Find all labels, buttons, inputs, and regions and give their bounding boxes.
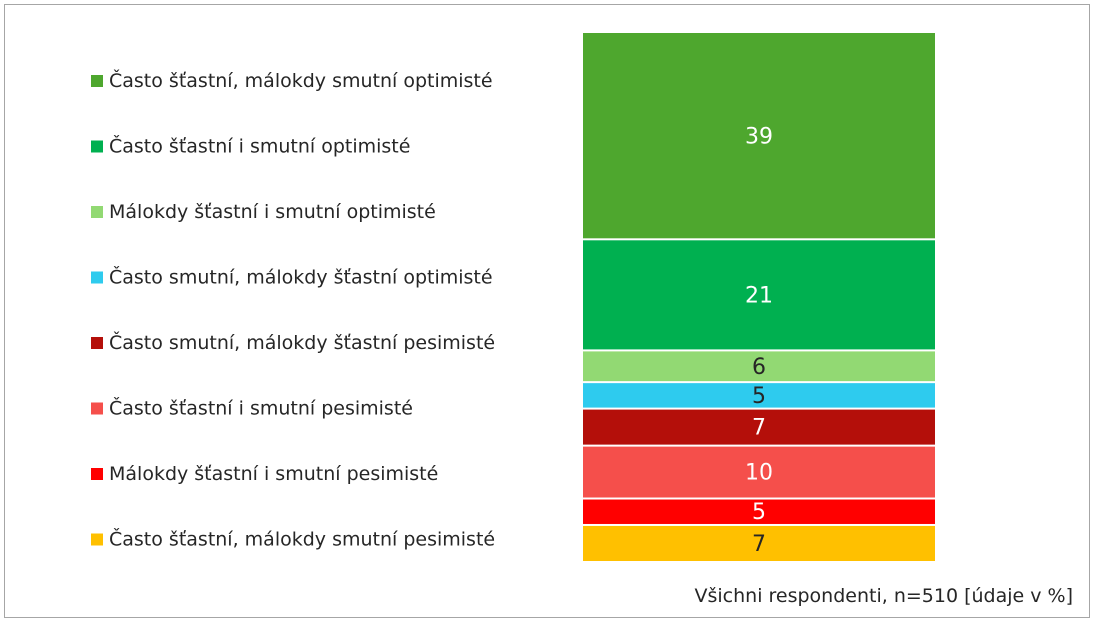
legend-swatch-3: [91, 206, 103, 218]
bar-segment-8: [583, 525, 935, 561]
bar-segment-6: [583, 446, 935, 498]
legend-swatch-1: [91, 75, 103, 87]
legend-label-1: Často šťastní, málokdy smutní optimisté: [109, 68, 493, 92]
legend-label-3: Málokdy šťastní i smutní optimisté: [109, 201, 436, 223]
legend: Často šťastní, málokdy smutní optimisté Č…: [91, 68, 495, 551]
legend-swatch-2: [91, 140, 103, 153]
bar-segment-2: [583, 240, 935, 350]
bar-segment-5: [583, 409, 935, 445]
bar-segment-7: [583, 499, 935, 524]
legend-swatch-5: [91, 337, 103, 349]
legend-swatch-7: [91, 468, 103, 480]
data-label-segment-1: 39: [745, 125, 773, 150]
data-label-segment-4: 5: [752, 384, 766, 409]
legend-label-7: Málokdy šťastní i smutní pesimisté: [109, 463, 438, 485]
stacked-bar-chart: Často šťastní, málokdy smutní optimisté Č…: [91, 33, 935, 561]
legend-swatch-4: [91, 271, 103, 284]
bar-segment-3: [583, 351, 935, 382]
stacked-bar: 39 21 6 5 7 10 5 7: [583, 33, 935, 561]
data-label-segment-3: 6: [752, 355, 766, 380]
data-label-segment-2: 21: [745, 283, 773, 308]
legend-swatch-8: [91, 533, 103, 546]
data-label-segment-8: 7: [752, 532, 766, 557]
bar-segment-1: [583, 33, 935, 239]
data-label-segment-5: 7: [752, 416, 766, 441]
data-label-segment-6: 10: [745, 461, 773, 486]
footnote: Všichni respondenti, n=510 [údaje v %]: [694, 585, 1073, 607]
legend-label-6: Často šťastní i smutní pesimisté: [109, 396, 413, 420]
legend-label-4: Často smutní, málokdy šťastní optimisté: [109, 265, 493, 289]
legend-swatch-6: [91, 402, 103, 415]
data-label-segment-7: 5: [752, 500, 766, 525]
legend-label-2: Často šťastní i smutní optimisté: [109, 134, 410, 158]
legend-label-5: Často smutní, málokdy šťastní pesimisté: [109, 330, 495, 354]
legend-label-8: Často šťastní, málokdy smutní pesimisté: [109, 527, 495, 551]
bar-segment-4: [583, 383, 935, 408]
chart-frame: Často šťastní, málokdy smutní optimisté Č…: [4, 4, 1090, 618]
